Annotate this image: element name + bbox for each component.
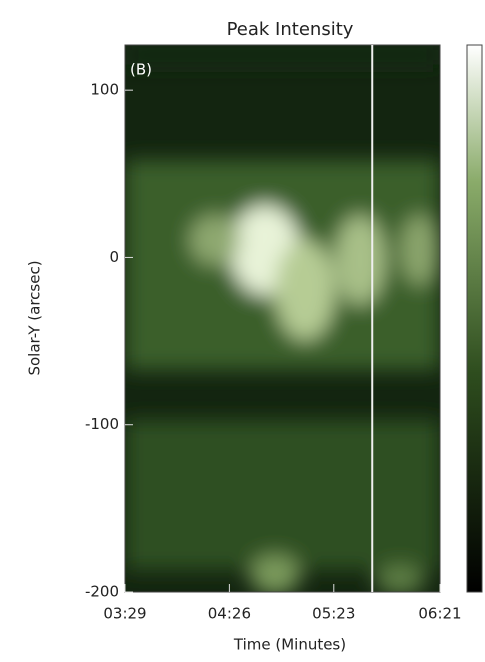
heatmap-image	[125, 45, 440, 592]
chart-title: Peak Intensity	[227, 19, 354, 40]
x-tick-label: 06:21	[418, 605, 461, 623]
x-tick-label: 05:23	[312, 605, 355, 623]
colorbar	[466, 44, 483, 593]
x-axis-label: Time (Minutes)	[233, 636, 346, 654]
x-tick-label: 03:29	[103, 605, 146, 623]
y-tick-label: -200	[85, 583, 119, 601]
y-tick-label: -100	[85, 415, 119, 433]
panel-label: (B)	[130, 61, 152, 79]
y-tick-label: 0	[109, 248, 119, 266]
x-tick-label: 04:26	[208, 605, 251, 623]
y-axis-label: Solar-Y (arcsec)	[26, 260, 44, 375]
y-tick-label: 100	[90, 81, 119, 99]
plot-frame	[124, 44, 441, 593]
